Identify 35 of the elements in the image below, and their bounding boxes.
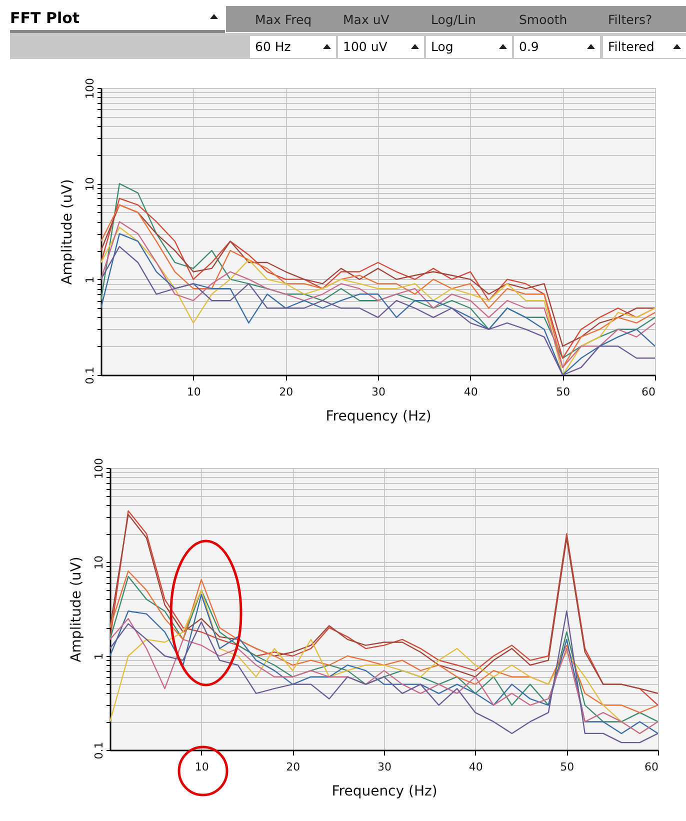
text: Log: [426, 36, 512, 58]
y-tick-label: 0.1: [92, 742, 106, 760]
x-tick-label: 20: [286, 760, 300, 774]
y-tick-label: 100: [84, 78, 96, 99]
x-tick-label: 60: [644, 760, 658, 774]
x-tick-label: 20: [279, 386, 294, 398]
y-tick-label: 1: [84, 276, 96, 284]
y-tick-label: 1: [92, 653, 106, 660]
x-tick-label: 10: [194, 760, 209, 774]
x-axis-title: Frequency (Hz): [326, 408, 432, 424]
text: 60 Hz: [250, 36, 336, 58]
chart-title: FFT Plot: [10, 6, 225, 33]
text: Filters?: [608, 12, 652, 27]
x-tick-label: 30: [378, 760, 392, 774]
text: Max Freq: [255, 12, 312, 27]
x-tick-label: 40: [464, 386, 478, 398]
x-axis-title: Frequency (Hz): [332, 784, 438, 800]
x-tick-label: 30: [372, 386, 386, 398]
text: 100 uV: [338, 36, 424, 58]
text: 0.9: [514, 36, 600, 58]
text: Filtered: [603, 36, 686, 58]
x-tick-label: 50: [560, 760, 574, 774]
x-tick-label: 10: [186, 386, 201, 398]
text: Max uV: [343, 12, 390, 27]
text: Smooth: [519, 12, 568, 27]
x-tick-label: 60: [642, 386, 656, 398]
x-tick-label: 40: [468, 760, 483, 774]
y-tick-label: 100: [92, 458, 106, 479]
y-axis-title: Amplitude (uV): [68, 556, 84, 662]
y-tick-label: 10: [84, 177, 96, 192]
y-tick-label: 10: [92, 556, 106, 570]
x-tick-label: 50: [556, 386, 570, 398]
y-tick-label: 0.1: [84, 366, 96, 384]
text: Log/Lin: [431, 12, 476, 27]
y-axis-title: Amplitude (uV): [60, 179, 76, 285]
